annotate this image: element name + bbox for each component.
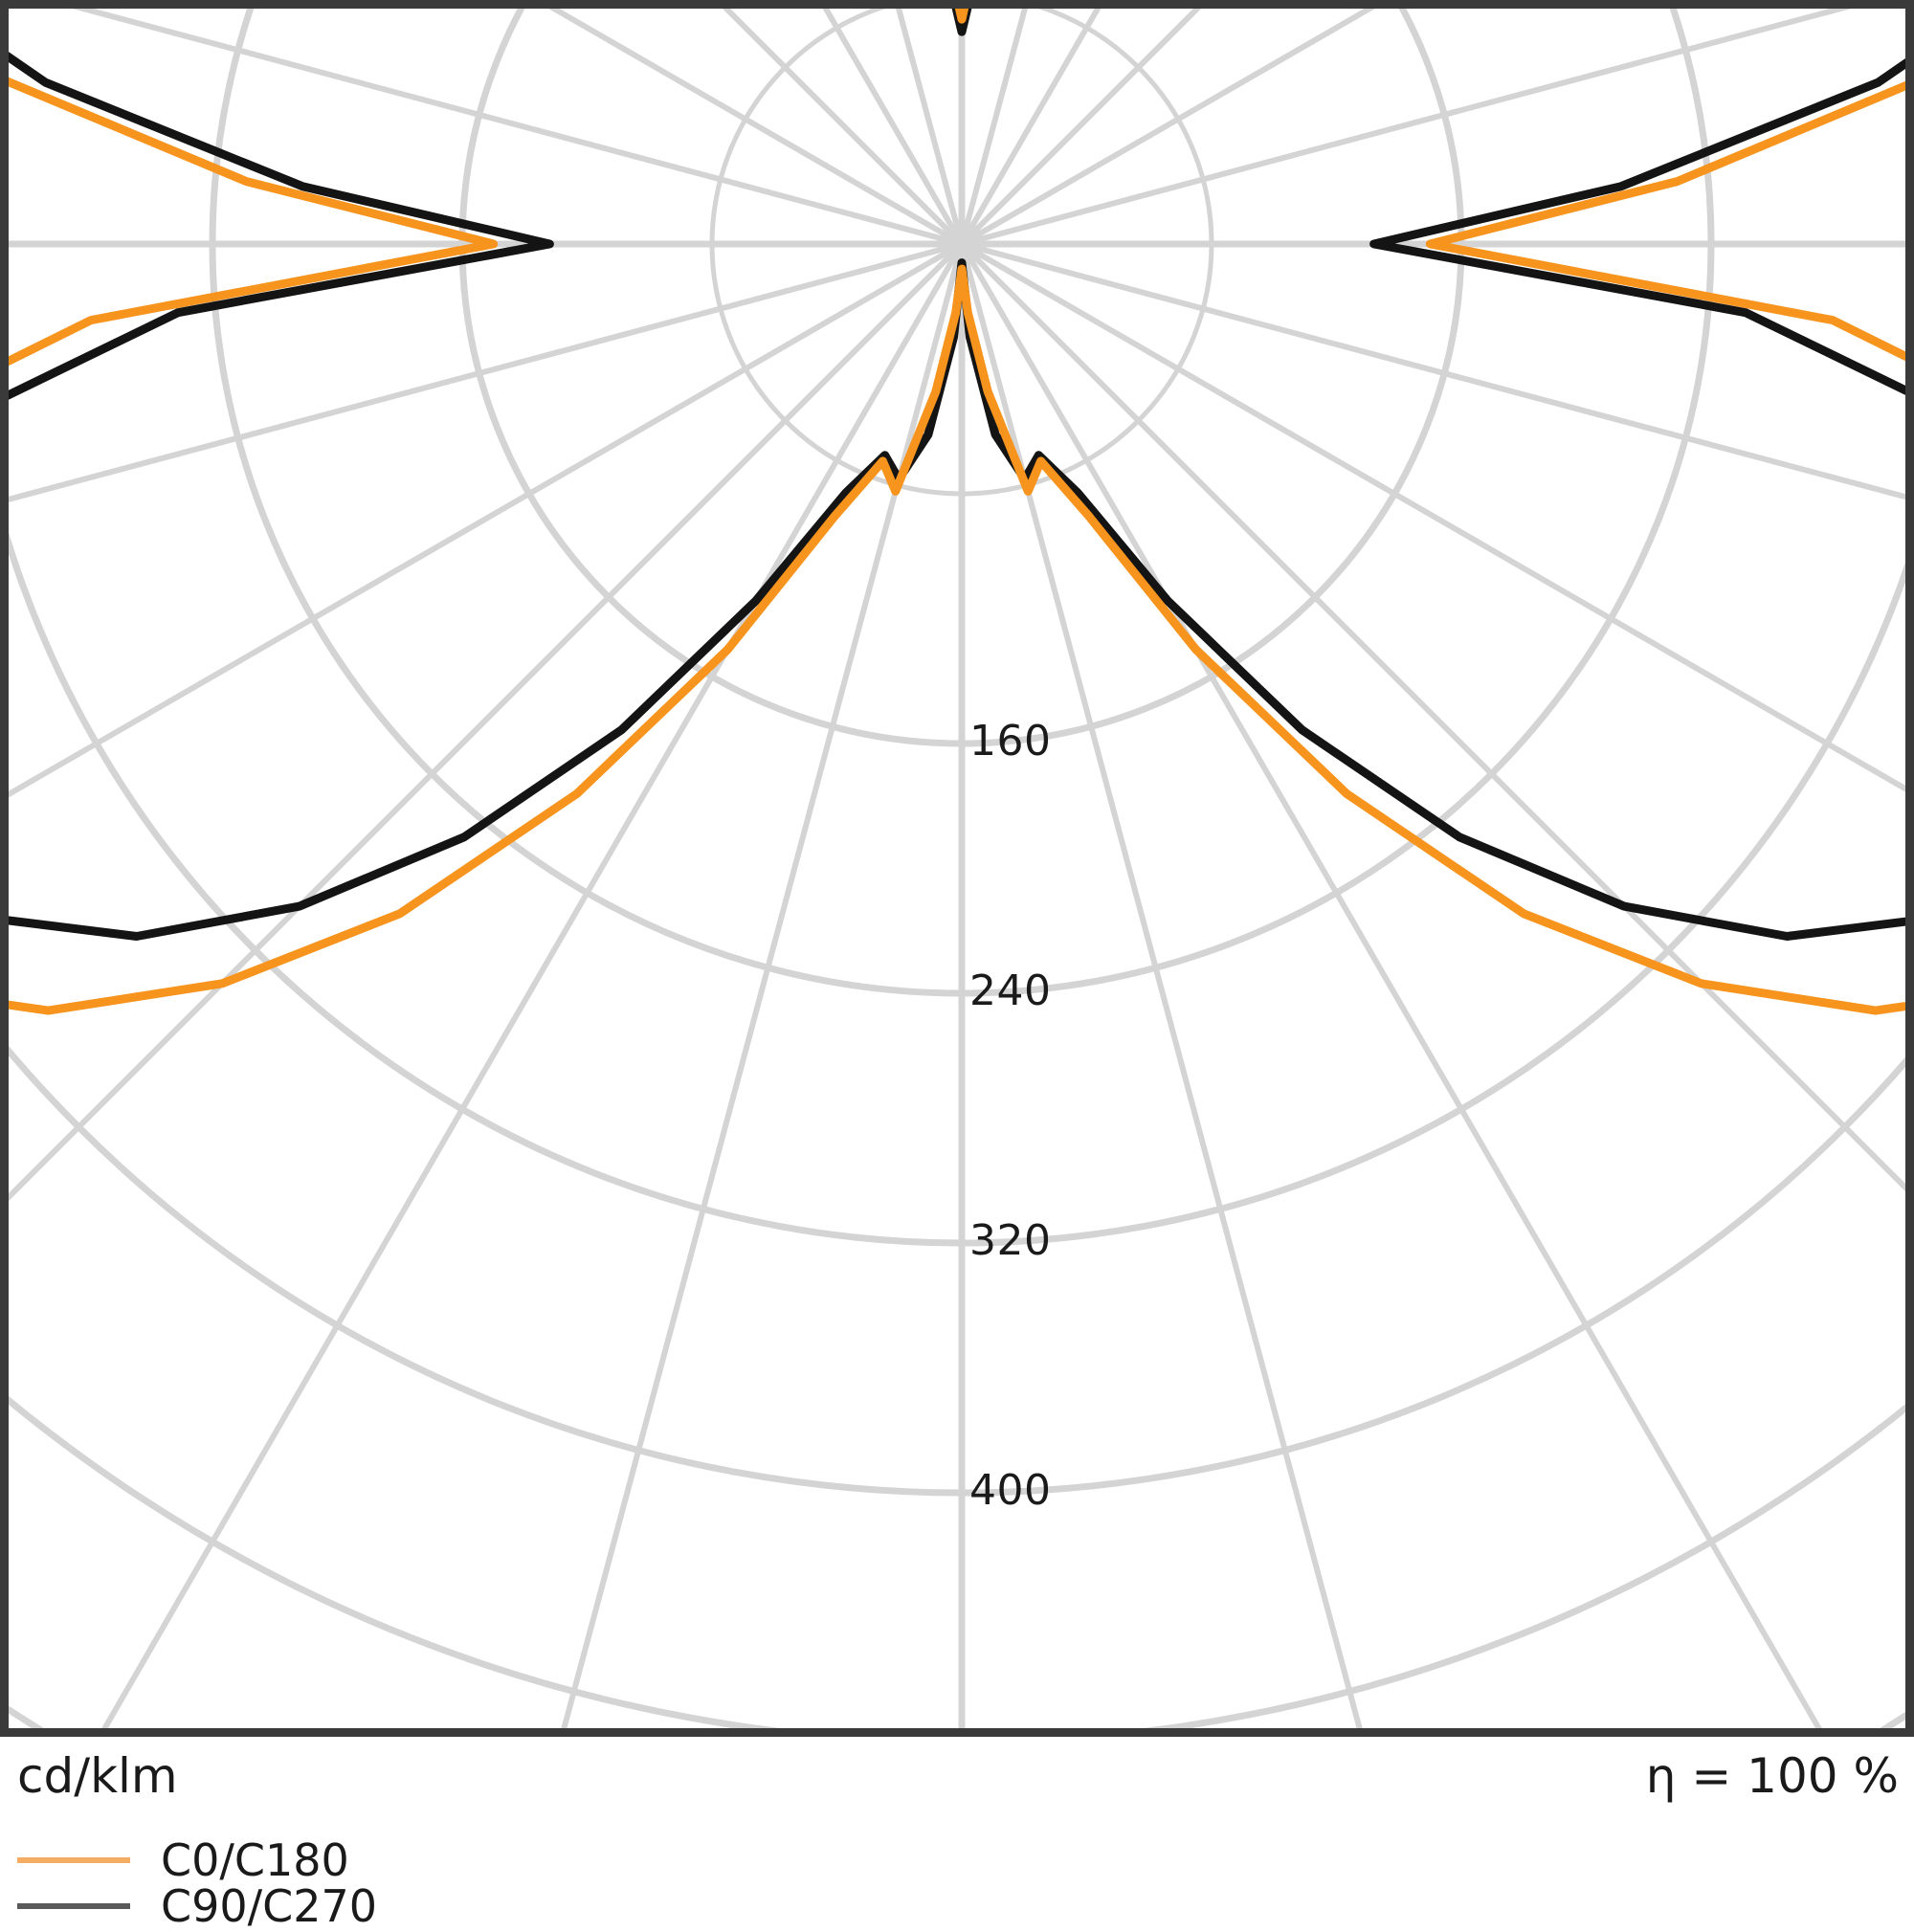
grid-spoke--165deg [895,9,965,245]
grid-spoke-15deg [959,243,1363,1728]
unit-label: cd/klm [17,1748,178,1804]
radial-tick-label-320: 320 [969,1216,1052,1265]
radial-tick-label-160: 160 [969,717,1052,766]
grid-spoke--15deg [561,243,965,1728]
grid-spoke-60deg [960,241,1905,792]
legend-item-c0-c180: C0/C180 [17,1837,687,1883]
grid-spoke-120deg [960,9,1376,247]
grid-ring-240 [209,9,1715,997]
grid-ring-400 [9,1045,1905,1497]
polar-grid-rings [9,9,1905,1728]
legend: C0/C180 C90/C270 [17,1837,687,1929]
grid-ring-160 [458,9,1465,747]
grid-spoke--60deg [9,241,964,798]
legend-swatch-c90-c270 [17,1903,130,1909]
grid-spoke--30deg [101,242,965,1728]
polar-grid-spokes [9,9,1905,1728]
polar-plot-frame: 160 240 320 400 [0,0,1914,1737]
polar-plot-canvas [9,9,1905,1728]
radial-tick-label-400: 400 [969,1466,1052,1515]
grid-spoke--120deg [547,9,964,247]
legend-label-c0-c180: C0/C180 [161,1834,349,1886]
legend-label-c90-c270: C90/C270 [161,1880,378,1932]
grid-ring-80 [709,9,1214,497]
legend-item-c90-c270: C90/C270 [17,1883,687,1929]
curve-c90-c270 [9,9,1905,941]
grid-spoke-75deg [961,241,1905,500]
grid-ring-320 [9,530,1905,1247]
curve-c0-c180 [9,9,1905,1015]
grid-spoke--45deg [9,241,965,1202]
figure-footer: cd/klm η = 100 % [0,1744,1914,1821]
efficiency-label: η = 100 % [1645,1748,1899,1804]
grid-spoke--75deg [9,241,963,502]
grid-spoke-105deg [961,9,1852,247]
grid-spoke-165deg [959,9,1029,245]
grid-spoke-45deg [959,241,1905,1192]
radial-tick-label-240: 240 [969,966,1052,1015]
grid-spoke--105deg [72,9,963,247]
legend-swatch-c0-c180 [17,1857,130,1863]
